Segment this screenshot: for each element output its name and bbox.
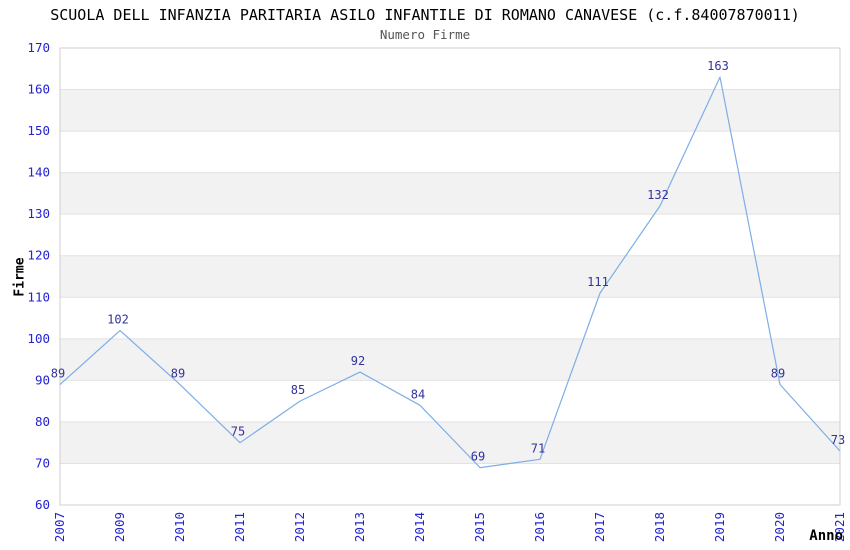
y-tick-label: 140	[27, 165, 50, 180]
x-tick-label: 2014	[412, 512, 427, 542]
x-tick-label: 2019	[712, 512, 727, 542]
grid-band	[60, 89, 840, 132]
x-tick-label: 2021	[832, 512, 847, 542]
y-tick-label: 70	[35, 455, 50, 470]
y-tick-label: 160	[27, 82, 50, 97]
x-tick-label: 2017	[592, 512, 607, 542]
y-tick-label: 90	[35, 372, 50, 387]
y-tick-label: 110	[27, 289, 50, 304]
data-label: 85	[291, 383, 305, 397]
x-tick-label: 2007	[52, 512, 67, 542]
data-label: 69	[471, 450, 485, 464]
y-tick-label: 60	[35, 497, 50, 512]
data-label: 132	[647, 188, 669, 202]
series-line	[59, 76, 841, 469]
y-tick-label: 130	[27, 206, 50, 221]
y-tick-label: 170	[27, 40, 50, 55]
x-tick-label: 2013	[352, 512, 367, 542]
data-label: 89	[771, 367, 785, 381]
x-axis-title: Anno	[809, 528, 843, 544]
data-label: 92	[351, 354, 365, 368]
data-label: 89	[51, 367, 65, 381]
grid-band	[60, 255, 840, 298]
x-tick-label: 2009	[112, 512, 127, 542]
y-axis-title: Firme	[12, 257, 28, 297]
y-tick-label: 150	[27, 123, 50, 138]
data-label: 102	[107, 313, 129, 327]
x-tick-label: 2010	[172, 512, 187, 542]
data-label: 73	[831, 433, 845, 447]
plot-border	[59, 47, 841, 506]
x-tick-label: 2016	[532, 512, 547, 542]
chart-subtitle: Numero Firme	[379, 27, 471, 42]
data-label: 89	[171, 367, 185, 381]
data-label: 84	[411, 387, 425, 401]
y-tick-label: 100	[27, 331, 50, 346]
data-label: 111	[587, 275, 609, 289]
x-tick-label: 2012	[292, 512, 307, 542]
x-tick-label: 2018	[652, 512, 667, 542]
grid-band	[60, 338, 840, 381]
chart-title: SCUOLA DELL INFANZIA PARITARIA ASILO INF…	[50, 6, 800, 24]
data-label: 75	[231, 425, 245, 439]
x-tick-label: 2011	[232, 512, 247, 542]
y-tick-label: 120	[27, 248, 50, 263]
x-tick-label: 2020	[772, 512, 787, 542]
grid-band	[60, 172, 840, 215]
grid-band	[60, 421, 840, 464]
y-tick-label: 80	[35, 414, 50, 429]
data-label: 71	[531, 441, 545, 455]
data-label: 163	[707, 59, 729, 73]
x-tick-label: 2015	[472, 512, 487, 542]
